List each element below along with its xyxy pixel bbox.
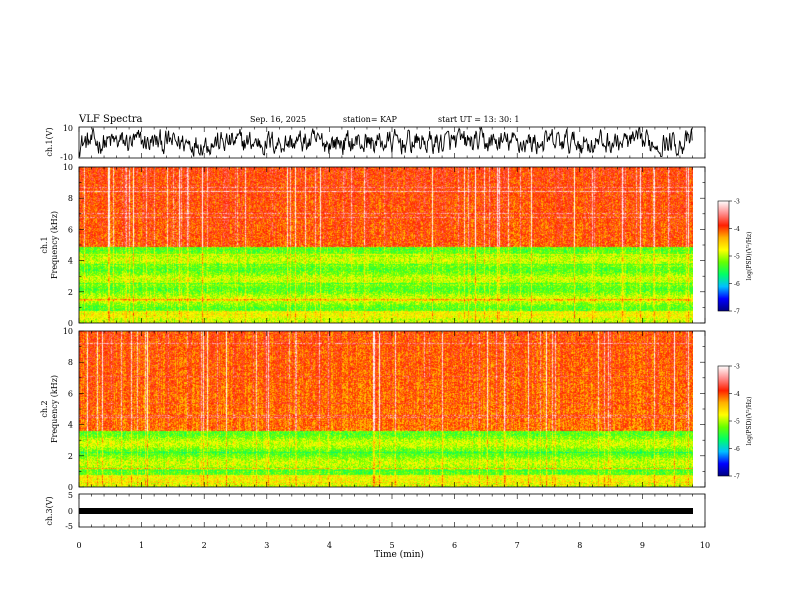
ch1-waveform-line	[78, 127, 693, 158]
y-tick-label: 10	[63, 327, 73, 336]
panel-ch3-voltage: ch.3(V) 5 0 -5	[45, 491, 706, 531]
colorbar-tick-label: -5	[734, 254, 740, 261]
colorbar-ch2: -3 -4 -5 -6 -7 log(PSD)(V²/Hz)	[717, 364, 753, 481]
y-tick-label: 8	[68, 358, 73, 367]
ch3-constant-trace	[79, 508, 693, 514]
colorbar-tick-label: -6	[734, 446, 740, 453]
ch2-spectro-ylabel-top: ch.2	[40, 400, 49, 417]
chart-title: VLF Spectra	[78, 114, 143, 125]
y-tick-label: 4	[68, 421, 73, 430]
colorbar-tick-label: -4	[734, 226, 740, 233]
x-tick-label: 8	[577, 541, 582, 550]
y-tick-label: 2	[68, 288, 73, 297]
colorbar-ch2-ticks: -3 -4 -5 -6 -7	[729, 364, 740, 481]
ch2-spectro-ylabel: Frequency (kHz)	[50, 375, 59, 443]
x-tick-label: 7	[515, 541, 520, 550]
ch3-voltage-tick-bottom: -5	[65, 522, 73, 531]
x-tick-label: 2	[202, 541, 207, 550]
colorbar-tick-label: -5	[734, 419, 740, 426]
y-tick-label: 6	[68, 389, 73, 398]
panel-ch1-voltage: ch.1(V) 10 -10	[45, 124, 706, 162]
ch2-spectro-yticks: 0 2 4 6 8 10	[63, 327, 705, 492]
y-tick-label: 8	[68, 194, 73, 203]
colorbar-ch1-label: log(PSD)(V²/Hz)	[746, 232, 753, 281]
x-tick-label: 5	[389, 541, 394, 550]
ch1-voltage-ticks	[78, 127, 706, 158]
y-tick-label: 4	[68, 257, 73, 266]
ch1-spectro-ylabel: Frequency (kHz)	[50, 211, 59, 279]
colorbar-ch2-gradient	[717, 365, 730, 477]
x-tick-label: 9	[640, 541, 645, 550]
colorbar-tick-label: -7	[734, 474, 740, 481]
x-tick-label: 6	[452, 541, 457, 550]
station-label: station= KAP	[343, 115, 398, 124]
ch1-voltage-tick-bottom: -10	[60, 153, 73, 162]
x-tick-label: 1	[139, 541, 144, 550]
panel-ch1-spectrogram: ch.1 Frequency (kHz) 0 2 4 6 8 10	[40, 163, 706, 328]
colorbar-tick-label: -3	[734, 364, 740, 371]
colorbar-tick-label: -3	[734, 199, 740, 206]
colorbar-ch1: -3 -4 -5 -6 -7 log(PSD)(V²/Hz)	[717, 199, 753, 316]
ch3-voltage-ylabel: ch.3(V)	[45, 496, 54, 525]
ch3-voltage-ticks	[78, 494, 706, 527]
x-axis-label: Time (min)	[374, 549, 424, 560]
x-tick-label: 3	[264, 541, 269, 550]
y-tick-label: 0	[68, 319, 73, 328]
ch1-spectro-ticks	[78, 167, 706, 323]
colorbar-tick-label: -4	[734, 391, 740, 398]
colorbar-ch1-gradient	[717, 200, 730, 312]
x-tick-label: 0	[76, 541, 81, 550]
x-tick-label: 4	[327, 541, 332, 550]
date-label: Sep. 16, 2025	[250, 115, 306, 124]
ch2-spectrogram-image	[79, 331, 693, 487]
ch1-spectro-ylabel-top: ch.1	[40, 236, 49, 253]
ch3-voltage-tick-top: 5	[68, 491, 73, 500]
ch3-voltage-tick-mid: 0	[68, 507, 73, 516]
y-tick-label: 2	[68, 452, 73, 461]
colorbar-tick-label: -6	[734, 281, 740, 288]
y-tick-label: 10	[63, 163, 73, 172]
ch2-spectro-ticks	[78, 331, 706, 487]
x-tick-label: 10	[700, 541, 710, 550]
start-ut-label: start UT = 13: 30: 1	[438, 115, 519, 124]
panel-ch2-spectrogram: ch.2 Frequency (kHz) 0 2 4 6 8 10	[40, 327, 706, 492]
ch1-spectrogram-image	[79, 167, 693, 323]
colorbar-tick-label: -7	[734, 309, 740, 316]
colorbar-ch1-ticks: -3 -4 -5 -6 -7	[729, 199, 740, 316]
x-tick-labels: 0 1 2 3 4 5 6 7 8 9 10	[76, 541, 710, 550]
colorbar-ch2-label: log(PSD)(V²/Hz)	[746, 397, 753, 446]
ch1-voltage-ylabel: ch.1(V)	[45, 127, 54, 156]
y-tick-label: 6	[68, 225, 73, 234]
ch1-voltage-tick-top: 10	[63, 124, 73, 133]
ch1-spectro-yticks: 0 2 4 6 8 10	[63, 163, 705, 328]
y-tick-label: 0	[68, 483, 73, 492]
